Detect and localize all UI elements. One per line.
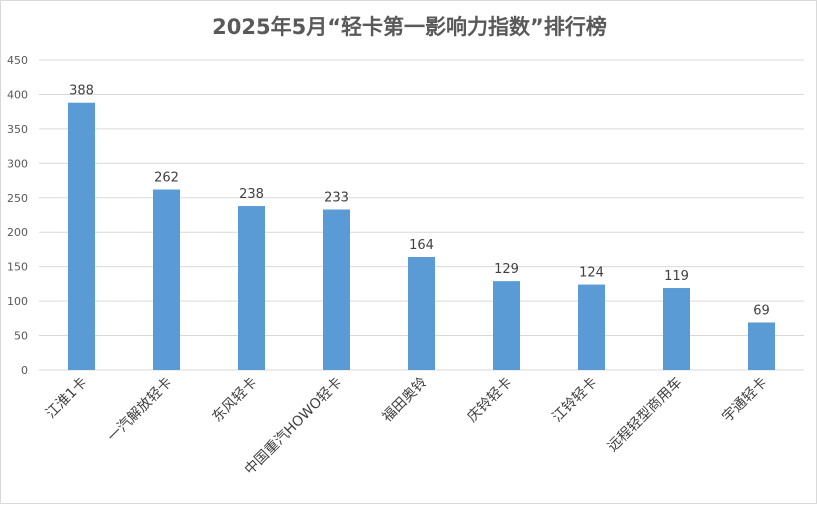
y-tick-label: 400 [7, 88, 28, 101]
y-tick-label: 450 [7, 54, 28, 67]
bar [578, 284, 605, 370]
category-label: 一汽解放轻卡 [105, 375, 176, 446]
y-axis-ticks: 0 50 100 150 200 250 300 350 400 450 [7, 54, 28, 377]
chart-title: 2025年5月“轻卡第一影响力指数”排行榜 [212, 15, 607, 39]
data-labels: 388 262 238 233 164 129 124 119 69 [69, 84, 770, 319]
data-label: 238 [239, 187, 264, 202]
data-label: 233 [324, 190, 349, 205]
data-label: 262 [154, 171, 179, 186]
data-label: 164 [409, 238, 434, 253]
bar [493, 281, 520, 370]
y-tick-label: 50 [14, 330, 28, 343]
y-tick-label: 150 [7, 261, 28, 274]
y-tick-label: 300 [7, 157, 28, 170]
category-label: 江铃轻卡 [549, 375, 600, 426]
bar [153, 189, 180, 370]
y-tick-label: 0 [21, 364, 28, 377]
category-label: 远程轻型商用车 [604, 374, 685, 455]
y-tick-label: 100 [7, 295, 28, 308]
category-label: 东风轻卡 [209, 375, 260, 426]
y-tick-label: 350 [7, 123, 28, 136]
y-tick-label: 250 [7, 192, 28, 205]
data-label: 124 [579, 266, 604, 281]
bars [68, 102, 775, 370]
data-label: 119 [664, 269, 689, 284]
data-label: 388 [69, 84, 94, 99]
data-label: 129 [494, 262, 519, 277]
bar [663, 288, 690, 370]
data-label: 69 [753, 303, 770, 318]
category-label: 庆铃轻卡 [464, 375, 515, 426]
bar [408, 257, 435, 370]
bar [68, 102, 95, 370]
category-label: 宇通轻卡 [719, 375, 770, 426]
category-label: 福田奥铃 [379, 374, 431, 426]
bar [238, 206, 265, 370]
y-tick-label: 200 [7, 226, 28, 239]
bar [748, 322, 775, 370]
bar [323, 209, 350, 370]
category-label: 江淮1卡 [43, 375, 90, 422]
category-label: 中国重汽HOWO轻卡 [242, 375, 346, 479]
